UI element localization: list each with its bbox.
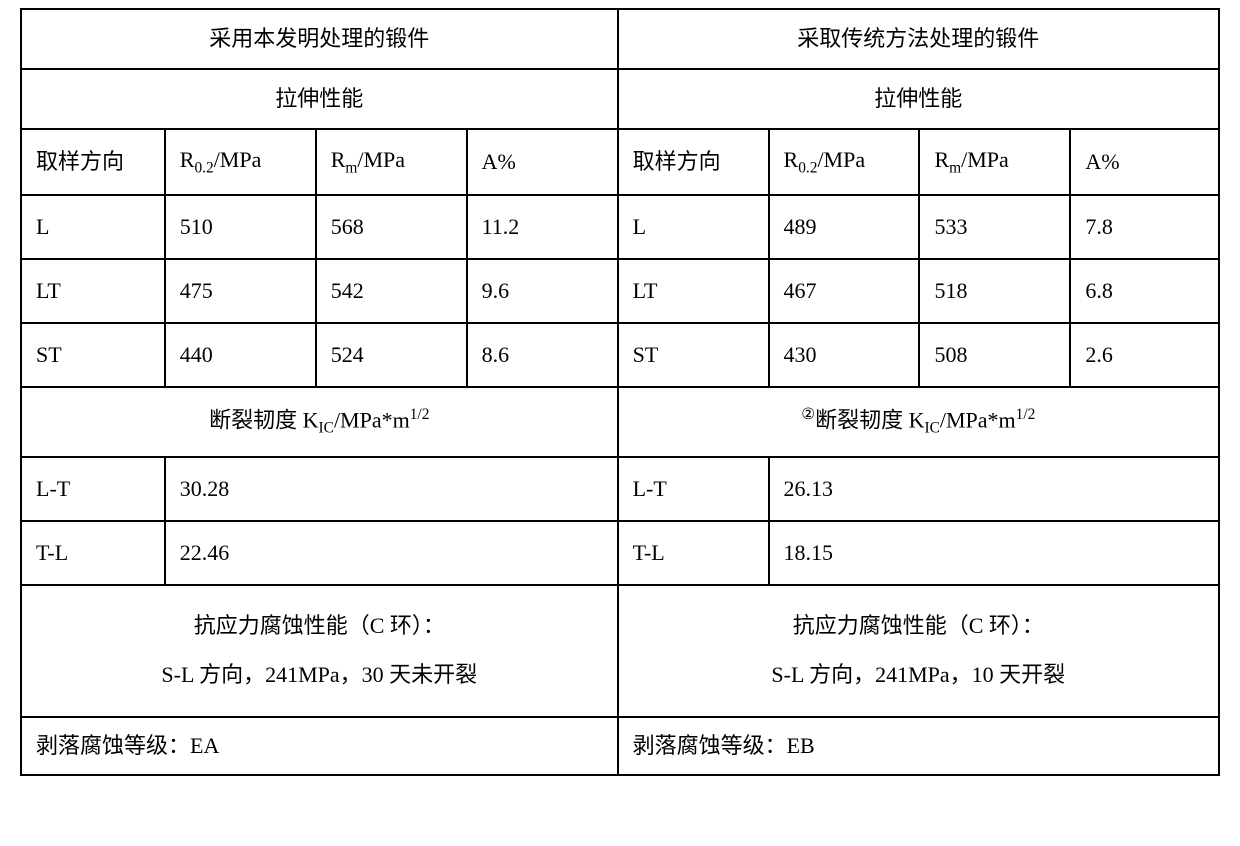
right-main-title: 采取传统方法处理的锻件 — [618, 9, 1219, 69]
sup-text: 1/2 — [1016, 406, 1036, 423]
comparison-table: 采用本发明处理的锻件 采取传统方法处理的锻件 拉伸性能 拉伸性能 取样方向 R0… — [20, 8, 1220, 776]
sub-text: IC — [924, 420, 939, 437]
table-cell: T-L — [618, 521, 769, 585]
left-hdr-direction: 取样方向 — [21, 129, 165, 195]
sub-text: IC — [319, 420, 334, 437]
sc-line1: 抗应力腐蚀性能（C 环）： — [619, 612, 1218, 641]
sc-line2: S-L 方向，241MPa，30 天未开裂 — [22, 661, 617, 690]
kic-mid: /MPa*m — [334, 407, 410, 432]
table-cell: L — [618, 195, 769, 259]
right-hdr-r02: R0.2/MPa — [769, 129, 920, 195]
right-hdr-rm: Rm/MPa — [919, 129, 1070, 195]
table-cell: 22.46 — [165, 521, 618, 585]
table-cell: 467 — [769, 259, 920, 323]
table-cell: 568 — [316, 195, 467, 259]
right-hdr-direction: 取样方向 — [618, 129, 769, 195]
table-cell: L-T — [618, 457, 769, 521]
table-cell: 524 — [316, 323, 467, 387]
table-cell: 18.15 — [769, 521, 1220, 585]
table-cell: 475 — [165, 259, 316, 323]
table-cell: 489 — [769, 195, 920, 259]
left-tensile-title: 拉伸性能 — [21, 69, 618, 129]
sub-text: 0.2 — [194, 159, 213, 176]
table-cell: 2.6 — [1070, 323, 1219, 387]
table-cell: 6.8 — [1070, 259, 1219, 323]
table-cell: 533 — [919, 195, 1070, 259]
table-cell: 510 — [165, 195, 316, 259]
table-cell: 7.8 — [1070, 195, 1219, 259]
table-cell: 518 — [919, 259, 1070, 323]
sc-line2: S-L 方向，241MPa，10 天开裂 — [619, 661, 1218, 690]
table-cell: 542 — [316, 259, 467, 323]
table-cell: ST — [21, 323, 165, 387]
kic-mid: /MPa*m — [940, 407, 1016, 432]
table-cell: ST — [618, 323, 769, 387]
table-cell: 26.13 — [769, 457, 1220, 521]
sub-text: m — [949, 159, 961, 176]
right-hdr-a: A% — [1070, 129, 1219, 195]
left-main-title: 采用本发明处理的锻件 — [21, 9, 618, 69]
left-hdr-a: A% — [467, 129, 618, 195]
sup-text: 1/2 — [410, 406, 430, 423]
sup-text: ② — [801, 406, 815, 423]
right-stress-corrosion: 抗应力腐蚀性能（C 环）： S-L 方向，241MPa，10 天开裂 — [618, 585, 1219, 717]
sub-text: m — [345, 159, 357, 176]
left-stress-corrosion: 抗应力腐蚀性能（C 环）： S-L 方向，241MPa，30 天未开裂 — [21, 585, 618, 717]
left-exfoliation: 剥落腐蚀等级：EA — [21, 717, 618, 775]
kic-lead: 断裂韧度 K — [815, 407, 924, 432]
sc-line1: 抗应力腐蚀性能（C 环）： — [22, 612, 617, 641]
kic-lead: 断裂韧度 K — [209, 407, 318, 432]
table-cell: LT — [618, 259, 769, 323]
table-cell: T-L — [21, 521, 165, 585]
table-cell: 430 — [769, 323, 920, 387]
table-cell: 30.28 — [165, 457, 618, 521]
table-cell: 440 — [165, 323, 316, 387]
sub-text: 0.2 — [798, 159, 817, 176]
right-exfoliation: 剥落腐蚀等级：EB — [618, 717, 1219, 775]
table-cell: 8.6 — [467, 323, 618, 387]
right-kic-title: ②断裂韧度 KIC/MPa*m1/2 — [618, 387, 1219, 457]
table-cell: L-T — [21, 457, 165, 521]
table-cell: 9.6 — [467, 259, 618, 323]
table-cell: 11.2 — [467, 195, 618, 259]
table-cell: LT — [21, 259, 165, 323]
left-kic-title: 断裂韧度 KIC/MPa*m1/2 — [21, 387, 618, 457]
right-tensile-title: 拉伸性能 — [618, 69, 1219, 129]
left-hdr-rm: Rm/MPa — [316, 129, 467, 195]
table-cell: 508 — [919, 323, 1070, 387]
left-hdr-r02: R0.2/MPa — [165, 129, 316, 195]
table-cell: L — [21, 195, 165, 259]
